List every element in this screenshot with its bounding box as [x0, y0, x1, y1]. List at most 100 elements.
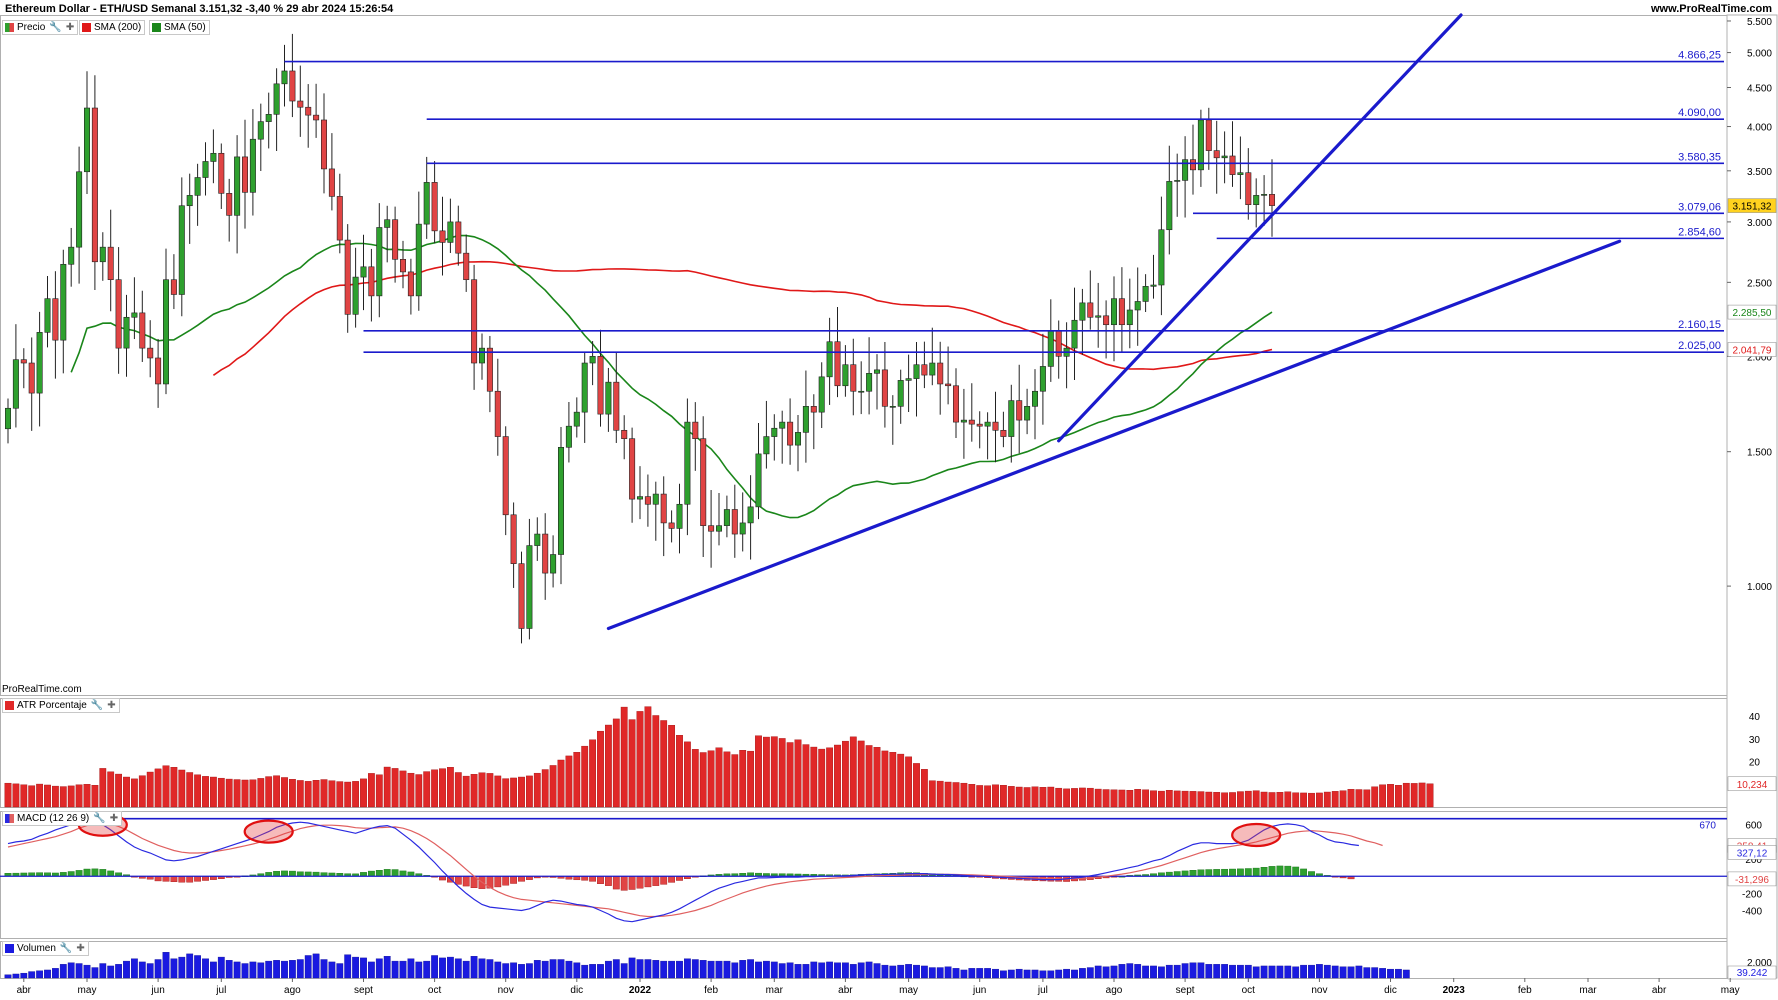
volume-bar: [44, 969, 51, 979]
candle-body: [123, 316, 130, 349]
volume-bar: [1236, 964, 1244, 979]
atr-bar: [691, 749, 699, 808]
atr-bar: [526, 775, 533, 808]
macd-hist-bar: [494, 876, 502, 888]
atr-bar: [810, 746, 818, 808]
legend-price[interactable]: Precio 🔧 ✚: [2, 20, 79, 35]
candle-body: [968, 419, 975, 425]
volume-bar: [20, 972, 28, 979]
candle-body: [107, 246, 114, 281]
price-tick-label: 4.000: [1747, 123, 1772, 134]
atr-bar: [1181, 790, 1189, 808]
macd-hist-bar: [1292, 866, 1300, 877]
time-label: dic: [570, 985, 583, 996]
candle-body: [897, 380, 904, 407]
price-tick-label: 2.500: [1747, 278, 1772, 289]
wrench-icon[interactable]: 🔧: [59, 943, 73, 954]
macd-hist-bar: [1244, 868, 1252, 877]
atr-bar: [1363, 789, 1371, 808]
candle-body: [447, 221, 454, 243]
atr-bar: [375, 774, 383, 808]
volume-bar: [138, 961, 146, 979]
atr-bar: [241, 779, 249, 808]
macd-hist-bar: [154, 876, 162, 882]
atr-bar: [960, 782, 968, 808]
candle-body: [455, 221, 462, 254]
candle-body: [621, 429, 628, 439]
volume-bar: [794, 964, 802, 979]
plus-icon[interactable]: ✚: [76, 943, 85, 954]
volume-bar: [510, 962, 517, 979]
macd-hist-bar: [612, 876, 620, 890]
price-tick-label: 5.500: [1747, 17, 1772, 28]
macd-hist-bar: [383, 869, 391, 877]
atr-bar: [628, 719, 636, 808]
atr-bar: [1071, 788, 1078, 808]
atr-bar: [130, 778, 138, 808]
plus-icon[interactable]: ✚: [107, 700, 116, 711]
atr-bar: [107, 771, 115, 808]
price-tick-label: 4.500: [1747, 83, 1772, 94]
volume-bar: [233, 961, 241, 979]
volume-bar: [170, 958, 178, 979]
candle-body: [407, 271, 414, 297]
legend-atr[interactable]: ATR Porcentaje 🔧 ✚: [2, 698, 120, 713]
candle-body: [392, 219, 399, 260]
macd-hist-bar: [502, 876, 510, 886]
volume-bar: [1331, 965, 1339, 979]
candle-body: [1126, 309, 1133, 326]
candle-body: [763, 436, 770, 455]
candle-body: [226, 193, 233, 216]
legend-volume-label: Volumen: [17, 943, 56, 954]
volume-bar: [763, 960, 770, 979]
site-label[interactable]: www.ProRealTime.com: [1650, 3, 1772, 15]
volume-bar: [1118, 964, 1126, 979]
legend-sma50[interactable]: SMA (50): [149, 20, 210, 35]
atr-tick-label: 30: [1749, 735, 1761, 746]
candle-body: [423, 182, 430, 225]
legend-atr-label: ATR Porcentaje: [17, 700, 87, 711]
volume-bar: [12, 973, 20, 979]
volume-bar: [1165, 964, 1173, 979]
legend-volume[interactable]: Volumen 🔧 ✚: [2, 941, 89, 956]
legend-macd[interactable]: MACD (12 26 9) 🔧 ✚: [2, 811, 123, 826]
macd-tag-label: 327,12: [1737, 848, 1768, 859]
volume-bar: [984, 968, 992, 979]
candle-body: [794, 432, 801, 446]
atr-bar: [123, 776, 130, 808]
atr-bar: [1276, 792, 1284, 808]
macd-tick-label: -400: [1742, 907, 1762, 918]
legend-sma200-label: SMA (200): [94, 22, 142, 33]
atr-bar: [1007, 786, 1015, 808]
atr-bar: [502, 778, 510, 808]
legend-sma200[interactable]: SMA (200): [79, 20, 146, 35]
candle-body: [881, 369, 888, 407]
atr-bar: [273, 775, 280, 808]
wrench-icon[interactable]: 🔧: [93, 813, 106, 824]
wrench-icon[interactable]: 🔧: [49, 22, 62, 33]
candle-body: [1197, 119, 1204, 171]
volume-bar: [699, 960, 707, 979]
legend-macd-label: MACD (12 26 9): [17, 813, 90, 824]
atr-bar: [1402, 782, 1410, 808]
volume-bar: [352, 956, 359, 979]
volume-bar: [194, 955, 201, 979]
plus-icon[interactable]: ✚: [109, 813, 119, 824]
volume-bar: [281, 960, 288, 979]
volume-bar: [857, 962, 865, 979]
volume-bar: [91, 967, 99, 979]
plus-icon[interactable]: ✚: [65, 22, 75, 33]
volume-bar: [186, 953, 194, 979]
candle-body: [234, 156, 241, 216]
volume-bar: [944, 966, 952, 979]
macd-line: [7, 820, 1359, 923]
atr-bar: [573, 752, 581, 808]
atr-bar: [99, 768, 107, 808]
atr-bar: [1102, 789, 1110, 808]
candle-body: [257, 121, 264, 140]
atr-bar: [1205, 791, 1213, 808]
wrench-icon[interactable]: 🔧: [90, 700, 104, 711]
atr-bar: [921, 769, 928, 808]
sma50-tag-box: [1727, 304, 1777, 320]
